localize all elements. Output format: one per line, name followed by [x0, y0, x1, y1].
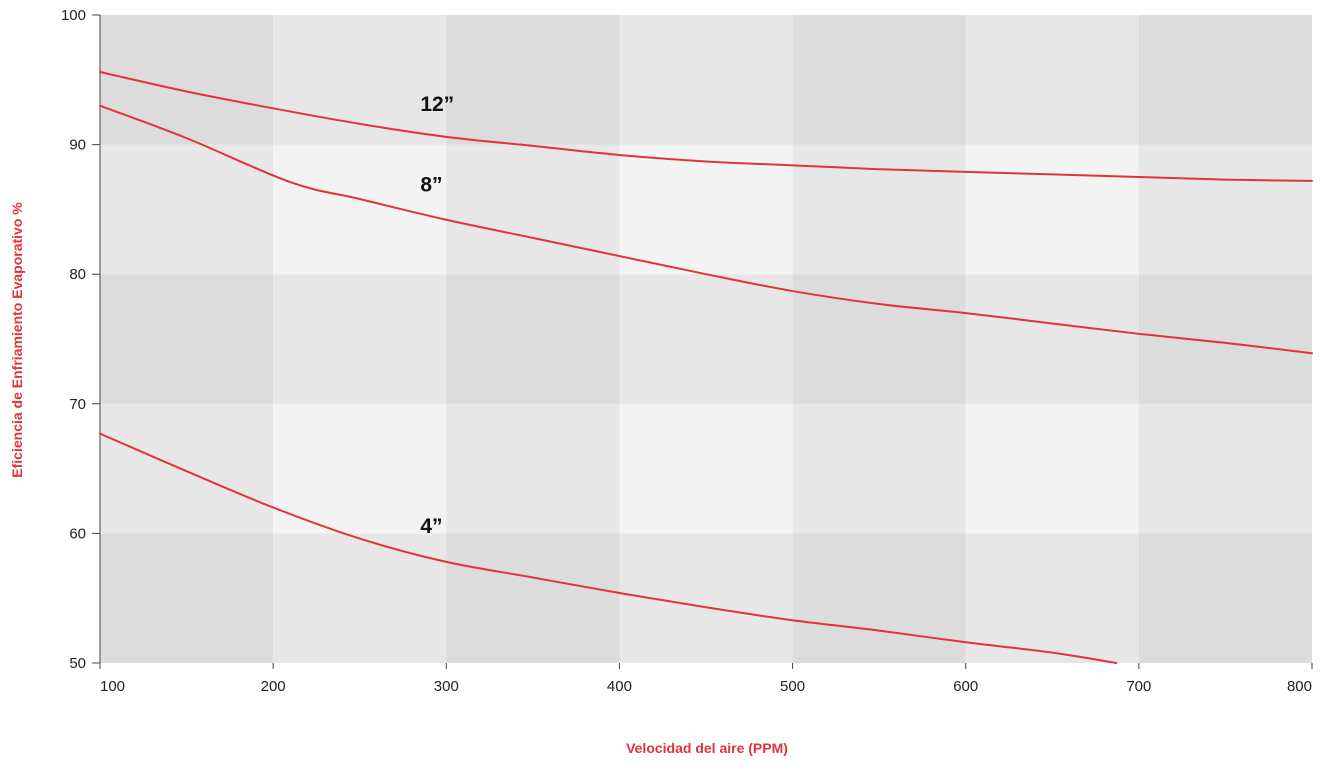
background-cell [792, 15, 966, 145]
y-tick-label: 50 [69, 655, 86, 672]
background-cell [1138, 533, 1312, 663]
x-tick-label: 700 [1126, 678, 1151, 695]
y-tick-label: 80 [69, 266, 86, 283]
background-cell [273, 274, 447, 404]
background-cell [273, 403, 447, 534]
x-tick-label: 100 [100, 678, 125, 695]
background-cell [792, 403, 966, 534]
x-tick-label: 500 [780, 678, 805, 695]
background-cell [619, 403, 793, 534]
background-cell [619, 274, 793, 404]
background-cell [446, 403, 620, 534]
y-tick-label: 90 [69, 137, 86, 154]
x-tick-label: 300 [434, 678, 459, 695]
background-cell [965, 533, 1139, 663]
background-cell [100, 274, 274, 404]
background-cell [965, 274, 1139, 404]
background-cell [1138, 403, 1312, 534]
x-tick-label: 400 [607, 678, 632, 695]
y-tick-label: 70 [69, 396, 86, 413]
background-cell [792, 144, 966, 275]
background-cell [446, 15, 620, 145]
background-cell [446, 533, 620, 663]
y-axis-title: Eficiencia de Enfriamiento Evaporativo % [9, 202, 25, 478]
series-labels: 12” 8” 4” [420, 93, 454, 538]
background-cell [965, 403, 1139, 534]
background-cell [965, 15, 1139, 145]
background-cell [446, 274, 620, 404]
background-cell [100, 533, 274, 663]
background-cell [619, 15, 793, 145]
background-cell [273, 15, 447, 145]
series-line-0 [99, 71, 1313, 182]
background-cell [619, 144, 793, 275]
series-lines [99, 71, 1313, 664]
background-cell [965, 144, 1139, 275]
background-cell [100, 403, 274, 534]
background-cell [1138, 144, 1312, 275]
y-tick-label: 60 [69, 525, 86, 542]
x-axis-title: Velocidad del aire (PPM) [626, 740, 788, 756]
x-tick-label: 200 [261, 678, 286, 695]
background-cell [273, 533, 447, 663]
background-cell [792, 274, 966, 404]
background-cell [100, 144, 274, 275]
series-label-2: 4” [420, 515, 442, 538]
x-tick-label: 800 [1287, 678, 1312, 695]
series-label-0: 12” [420, 93, 454, 116]
x-tick-label: 600 [953, 678, 978, 695]
background-cell [792, 533, 966, 663]
series-label-1: 8” [420, 174, 442, 197]
background-bands [100, 15, 1312, 663]
series-line-1 [99, 104, 1313, 355]
background-cell [1138, 15, 1312, 145]
background-cell [1138, 274, 1312, 404]
background-cell [446, 144, 620, 275]
series-line-2 [99, 432, 1118, 664]
y-tick-label: 100 [61, 7, 86, 24]
background-cell [273, 144, 447, 275]
background-cell [100, 15, 274, 145]
axes: 50 60 70 80 90 100 100 200 300 400 500 600 700 800 [61, 7, 1313, 695]
